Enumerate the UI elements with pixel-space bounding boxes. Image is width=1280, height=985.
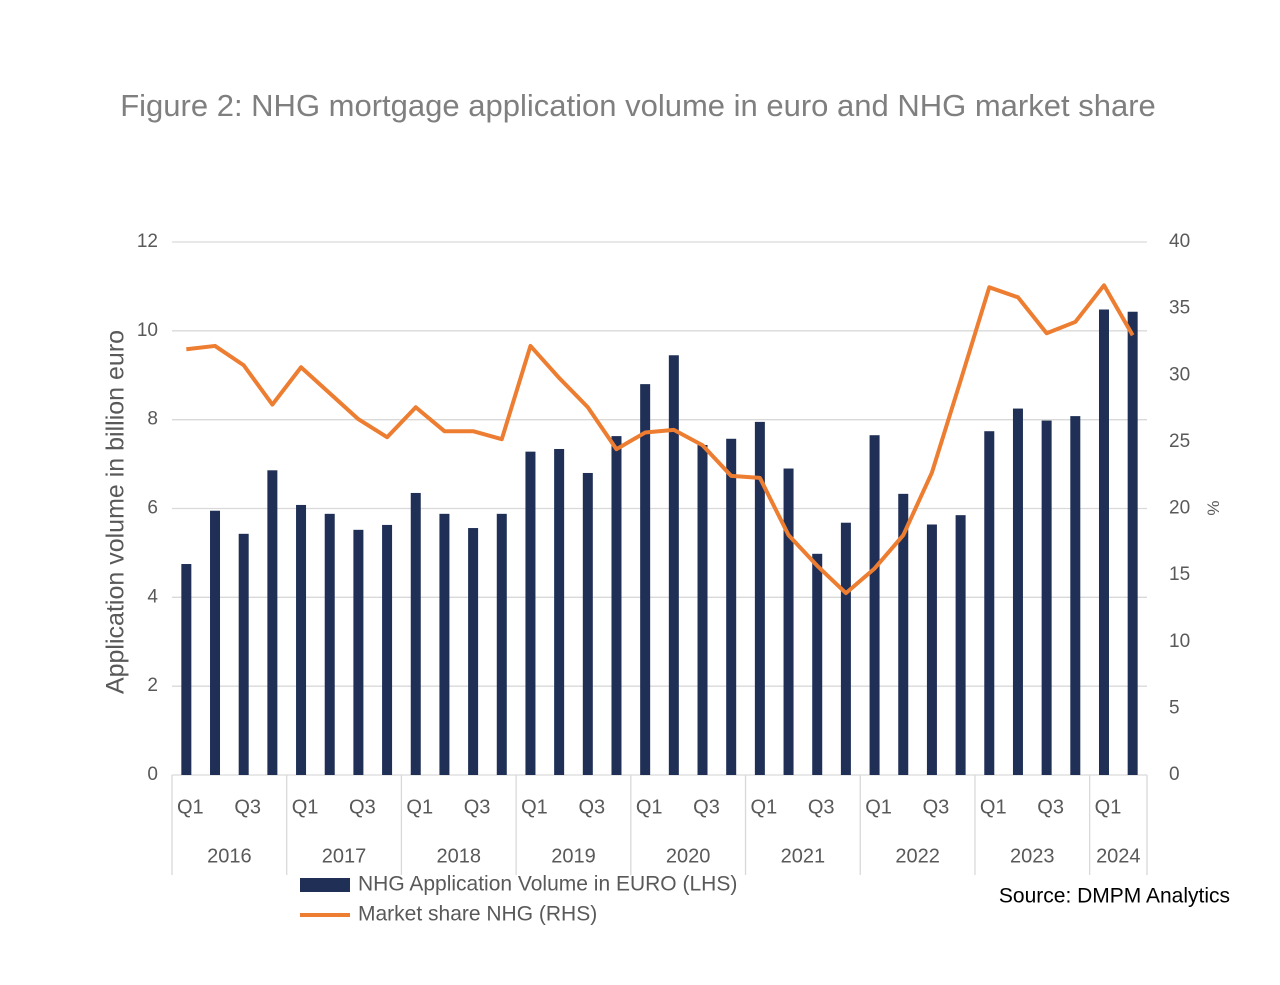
- y2-tick-label: 30: [1169, 364, 1190, 385]
- chart-title: Figure 2: NHG mortgage application volum…: [120, 88, 1156, 123]
- x-tick-label: Q1: [521, 796, 548, 818]
- bar: [1012, 408, 1023, 775]
- line-series: [186, 283, 1135, 596]
- x-group-label: 2021: [781, 845, 826, 867]
- bar: [726, 438, 737, 775]
- bar: [984, 431, 995, 775]
- bar: [181, 564, 192, 775]
- bar: [754, 421, 765, 775]
- x-tick-label: Q3: [234, 796, 261, 818]
- bar: [1098, 309, 1109, 775]
- bar: [525, 451, 536, 775]
- x-tick-label: Q1: [636, 796, 663, 818]
- y-tick-label: 6: [147, 498, 158, 519]
- x-tick-label: Q1: [751, 796, 778, 818]
- x-tick-label: Q3: [808, 796, 835, 818]
- bar: [611, 436, 622, 775]
- x-tick-label: Q3: [693, 796, 720, 818]
- bar: [1070, 416, 1081, 775]
- bar: [296, 504, 307, 775]
- x-tick-label: Q3: [923, 796, 950, 818]
- y-tick-label: 10: [137, 320, 158, 341]
- x-group-label: 2016: [207, 845, 252, 867]
- bar: [582, 472, 593, 775]
- x-tick-label: Q3: [464, 796, 491, 818]
- x-tick-label: Q3: [1037, 796, 1064, 818]
- bar: [898, 493, 909, 775]
- bar: [869, 435, 880, 775]
- x-group-label: 2023: [1010, 845, 1055, 867]
- y-tick-label: 8: [147, 409, 158, 430]
- x-tick-label: Q1: [177, 796, 204, 818]
- y2-tick-label: 5: [1169, 697, 1180, 718]
- x-tick-label: Q1: [865, 796, 892, 818]
- x-tick-label: Q3: [349, 796, 376, 818]
- y2-axis-label: %: [1204, 500, 1223, 515]
- bar: [783, 468, 794, 775]
- bar: [353, 529, 364, 775]
- bar: [238, 533, 249, 775]
- y-tick-label: 4: [147, 586, 158, 607]
- x-tick-label: Q1: [980, 796, 1007, 818]
- x-group-label: 2018: [437, 845, 482, 867]
- y-tick-label: 0: [147, 764, 158, 785]
- bar: [496, 513, 507, 775]
- x-tick-label: Q3: [578, 796, 605, 818]
- legend-label: Market share NHG (RHS): [358, 903, 597, 926]
- x-tick-label: Q1: [1095, 796, 1122, 818]
- bar: [468, 528, 479, 775]
- y2-tick-label: 10: [1169, 631, 1190, 652]
- source-note: Source: DMPM Analytics: [999, 885, 1230, 908]
- x-group-label: 2017: [322, 845, 367, 867]
- bar: [926, 524, 937, 775]
- bar: [267, 470, 278, 775]
- bar: [697, 444, 708, 775]
- y2-tick-label: 20: [1169, 498, 1190, 519]
- bar: [812, 553, 823, 775]
- y2-tick-label: 40: [1169, 231, 1190, 252]
- legend-label: NHG Application Volume in EURO (LHS): [358, 873, 737, 896]
- bar: [554, 448, 565, 775]
- x-group-label: 2020: [666, 845, 711, 867]
- bar: [410, 492, 421, 775]
- legend-swatch: [300, 878, 350, 892]
- y2-tick-label: 25: [1169, 431, 1190, 452]
- bar: [439, 513, 450, 775]
- y2-tick-label: 15: [1169, 564, 1190, 585]
- x-tick-label: Q1: [292, 796, 319, 818]
- bar: [955, 515, 966, 775]
- bar: [324, 513, 335, 775]
- y-tick-label: 2: [147, 675, 158, 696]
- bar: [840, 522, 851, 775]
- bar: [1041, 420, 1052, 775]
- x-tick-label: Q1: [406, 796, 433, 818]
- bar: [210, 510, 221, 775]
- y-tick-label: 12: [137, 231, 158, 252]
- y2-tick-label: 35: [1169, 298, 1190, 319]
- bar: [1127, 311, 1138, 775]
- bar: [382, 524, 393, 775]
- y-axis-label: Application volume in billion euro: [102, 330, 130, 694]
- y2-tick-label: 0: [1169, 764, 1180, 785]
- x-group-label: 2019: [551, 845, 596, 867]
- bar: [640, 384, 651, 775]
- bar: [668, 355, 679, 775]
- x-group-label: 2024: [1096, 845, 1141, 867]
- x-group-label: 2022: [895, 845, 940, 867]
